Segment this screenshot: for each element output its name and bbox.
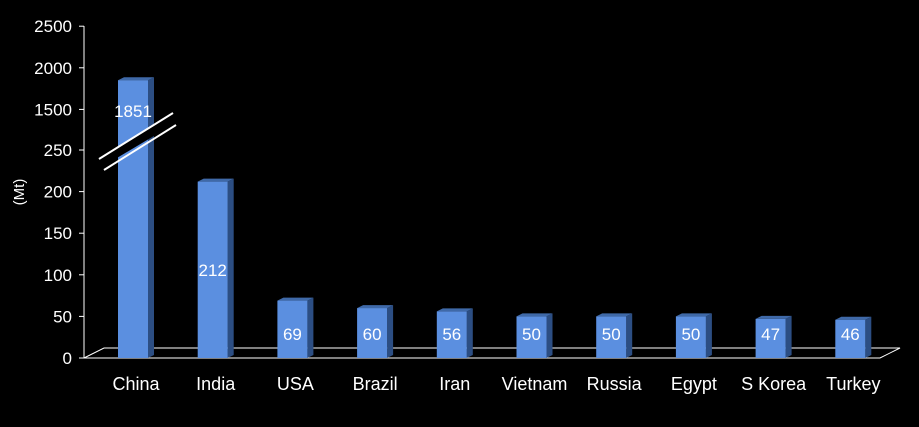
x-category-label: Iran — [439, 374, 470, 394]
bar-side — [785, 315, 792, 358]
bar-side — [546, 313, 553, 358]
bar-top — [197, 178, 234, 182]
bar-front — [755, 318, 786, 358]
bar-brazil — [357, 305, 394, 358]
data-label: 50 — [522, 325, 541, 344]
labels-group: China India USA Brazil Iran Vietnam Russia Egyp… — [98, 102, 880, 394]
bar-top — [277, 297, 314, 301]
bar-front — [277, 300, 308, 358]
y-tick-label: 2500 — [34, 17, 72, 36]
axes: 0 50 100 150 200 250 1500 2000 2500 — [34, 17, 901, 368]
bar-side — [387, 305, 394, 358]
bar-iran — [436, 308, 473, 358]
bar-front — [436, 311, 467, 358]
bar-top — [755, 315, 792, 319]
y-tick-label: 50 — [53, 307, 72, 326]
x-category-label: USA — [277, 374, 314, 394]
x-category-label: S Korea — [741, 374, 807, 394]
bar-front — [675, 316, 706, 358]
y-tick-label: 250 — [44, 141, 72, 160]
x-category-label: Brazil — [353, 374, 398, 394]
x-category-label: Vietnam — [502, 374, 568, 394]
bar-front — [835, 319, 866, 358]
x-category-label: Egypt — [671, 374, 717, 394]
break-gap — [100, 114, 174, 168]
bar-front — [118, 80, 148, 358]
data-label: 60 — [363, 325, 382, 344]
bar-china — [118, 77, 154, 358]
bar-vietnam — [516, 313, 553, 358]
y-tick-label: 1500 — [34, 100, 72, 119]
x-category-label: China — [112, 374, 160, 394]
bar-russia — [596, 313, 633, 358]
bar-side — [148, 77, 154, 358]
bar-top — [835, 316, 872, 320]
bars-group — [118, 77, 872, 358]
x-category-label: India — [196, 374, 236, 394]
bar-top — [118, 77, 154, 81]
data-label: 46 — [841, 325, 860, 344]
data-label: 47 — [761, 325, 780, 344]
bar-top — [357, 305, 394, 309]
data-label: 50 — [602, 325, 621, 344]
bar-side — [466, 308, 473, 358]
bar-side — [865, 316, 872, 358]
y-tick-label: 150 — [44, 224, 72, 243]
bar-front — [197, 181, 228, 358]
bar-top — [596, 313, 633, 317]
bar-usa — [277, 297, 314, 358]
bar-s-korea — [755, 315, 792, 358]
bar-india — [197, 178, 234, 358]
x-category-label: Turkey — [826, 374, 880, 394]
bar-side — [626, 313, 633, 358]
data-label: 212 — [199, 261, 227, 280]
axis-break-marks — [98, 112, 177, 171]
data-label: 1851 — [114, 102, 152, 121]
y-axis-label: (Mt) — [11, 179, 28, 206]
bar-top — [675, 313, 712, 317]
bar-front — [596, 316, 627, 358]
break-line-1 — [98, 112, 174, 160]
bar-side — [307, 297, 314, 358]
y-tick-label: 2000 — [34, 59, 72, 78]
data-label: 69 — [283, 325, 302, 344]
bar-top — [436, 308, 473, 312]
y-tick-label: 0 — [63, 349, 72, 368]
y-tick-label: 100 — [44, 266, 72, 285]
break-line-2 — [103, 124, 177, 171]
bar-side — [705, 313, 712, 358]
data-label: 56 — [442, 325, 461, 344]
y-tick-label: 200 — [44, 183, 72, 202]
bar-egypt — [675, 313, 712, 358]
x-category-label: Russia — [587, 374, 643, 394]
bar-top — [516, 313, 553, 317]
bar-front — [516, 316, 547, 358]
data-label: 50 — [681, 325, 700, 344]
bar-turkey — [835, 316, 872, 358]
bar-front — [357, 308, 388, 358]
bar-side — [227, 178, 234, 358]
